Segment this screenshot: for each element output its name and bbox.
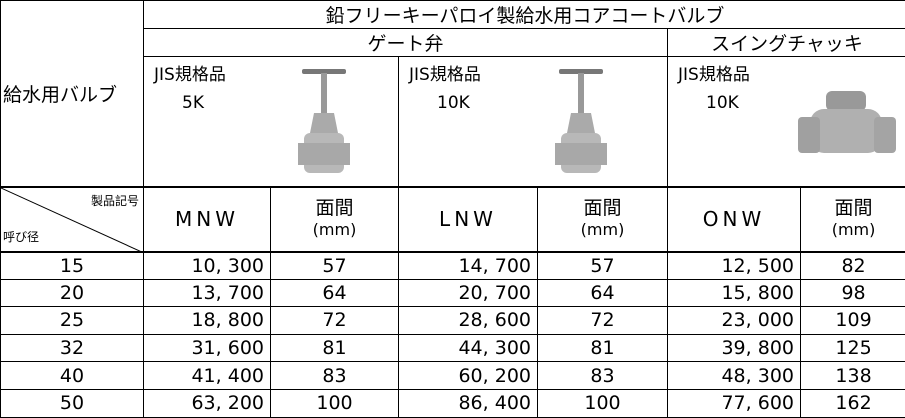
price: 14, 700 bbox=[399, 252, 538, 280]
size: 40 bbox=[1, 362, 144, 390]
price: 77, 600 bbox=[668, 389, 801, 417]
dimension: 57 bbox=[538, 252, 668, 280]
group: ゲート弁 bbox=[144, 29, 668, 57]
dimension: 64 bbox=[538, 279, 668, 307]
dim-header: 面間(mm) bbox=[801, 187, 905, 252]
size: 50 bbox=[1, 389, 144, 417]
gate-valve-image bbox=[294, 65, 354, 183]
unit: (mm) bbox=[801, 219, 905, 241]
price: 44, 300 bbox=[399, 334, 538, 362]
gate-valve-image bbox=[551, 65, 611, 183]
dimension: 83 bbox=[271, 362, 399, 390]
dimension: 125 bbox=[801, 334, 905, 362]
price: 13, 700 bbox=[144, 279, 271, 307]
code: MNW bbox=[144, 187, 271, 252]
class: 5K bbox=[154, 89, 226, 117]
price: 86, 400 bbox=[399, 389, 538, 417]
dimension: 72 bbox=[271, 307, 399, 335]
size: 32 bbox=[1, 334, 144, 362]
header-corner: 製品記号 呼び径 bbox=[1, 187, 144, 252]
dimension: 83 bbox=[538, 362, 668, 390]
dimension: 100 bbox=[271, 389, 399, 417]
dimension: 98 bbox=[801, 279, 905, 307]
dimension: 162 bbox=[801, 389, 905, 417]
standard: JIS規格品 bbox=[154, 61, 226, 89]
price: 18, 800 bbox=[144, 307, 271, 335]
dimension: 57 bbox=[271, 252, 399, 280]
dimension: 138 bbox=[801, 362, 905, 390]
size-label: 呼び径 bbox=[3, 228, 39, 245]
dimension: 64 bbox=[271, 279, 399, 307]
dim-header: 面間(mm) bbox=[271, 187, 399, 252]
dimension: 82 bbox=[801, 252, 905, 280]
class: 10K bbox=[409, 89, 481, 117]
standard: JIS規格品 bbox=[409, 61, 481, 89]
row-label: 給水用バルブ bbox=[1, 1, 144, 187]
dim: 面間 bbox=[271, 197, 398, 219]
size: 25 bbox=[1, 307, 144, 335]
check-valve-image bbox=[798, 87, 898, 177]
standard: JIS規格品 bbox=[678, 61, 750, 89]
price: 12, 500 bbox=[668, 252, 801, 280]
code: ONW bbox=[668, 187, 801, 252]
dimension: 100 bbox=[538, 389, 668, 417]
unit: (mm) bbox=[538, 219, 667, 241]
dim: 面間 bbox=[538, 197, 667, 219]
code-label: 製品記号 bbox=[91, 192, 139, 209]
size: 20 bbox=[1, 279, 144, 307]
price: 41, 400 bbox=[144, 362, 271, 390]
title: 鉛フリーキーパロイ製給水用コアコートバルブ bbox=[144, 1, 905, 29]
dim: 面間 bbox=[801, 197, 905, 219]
class: 10K bbox=[678, 89, 750, 117]
price: 28, 600 bbox=[399, 307, 538, 335]
price: 15, 800 bbox=[668, 279, 801, 307]
price: 39, 800 bbox=[668, 334, 801, 362]
price: 31, 600 bbox=[144, 334, 271, 362]
dim-header: 面間(mm) bbox=[538, 187, 668, 252]
dimension: 81 bbox=[538, 334, 668, 362]
price: 10, 300 bbox=[144, 252, 271, 280]
price: 48, 300 bbox=[668, 362, 801, 390]
size: 15 bbox=[1, 252, 144, 280]
group: スイングチャッキ bbox=[668, 29, 905, 57]
price: 60, 200 bbox=[399, 362, 538, 390]
unit: (mm) bbox=[271, 219, 398, 241]
price: 63, 200 bbox=[144, 389, 271, 417]
dimension: 81 bbox=[271, 334, 399, 362]
price: 23, 000 bbox=[668, 307, 801, 335]
dimension: 72 bbox=[538, 307, 668, 335]
price: 20, 700 bbox=[399, 279, 538, 307]
dimension: 109 bbox=[801, 307, 905, 335]
code: LNW bbox=[399, 187, 538, 252]
